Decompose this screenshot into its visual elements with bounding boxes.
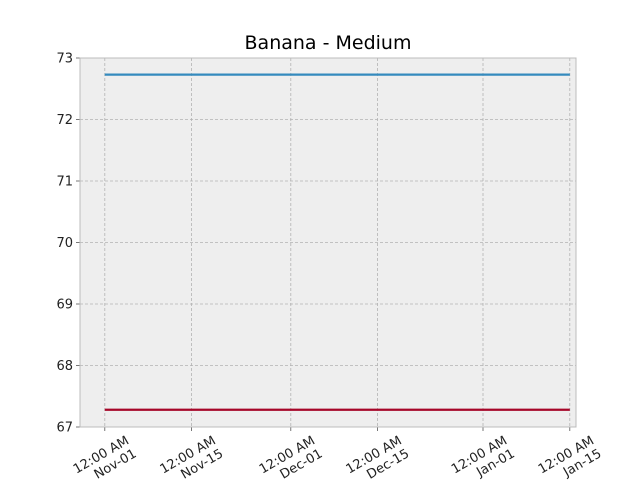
x-tick-label: 12:00 AMNov-01	[71, 433, 139, 480]
chart-title: Banana - Medium	[245, 32, 412, 54]
y-tick-label: 67	[56, 421, 73, 436]
axes-frame	[79, 57, 577, 428]
y-tick-label: 73	[56, 52, 73, 67]
x-tick-label: 12:00 AMDec-01	[257, 433, 325, 480]
y-tick-label: 70	[56, 236, 73, 251]
y-tick-label: 69	[56, 298, 73, 313]
x-tick-label: 12:00 AMJan-01	[449, 433, 517, 480]
plot-area: 67 68 69 70 71 72 73 12:00 AMNov-01 12:00 AMNov-…	[56, 52, 604, 480]
y-tick-label: 71	[56, 175, 73, 190]
x-tick-label: 12:00 AMJan-15	[536, 433, 604, 480]
y-tick-label: 68	[56, 359, 73, 374]
x-tick-label: 12:00 AMDec-15	[344, 433, 412, 480]
y-tick-label: 72	[56, 113, 73, 128]
x-tick-label: 12:00 AMNov-15	[158, 433, 226, 480]
